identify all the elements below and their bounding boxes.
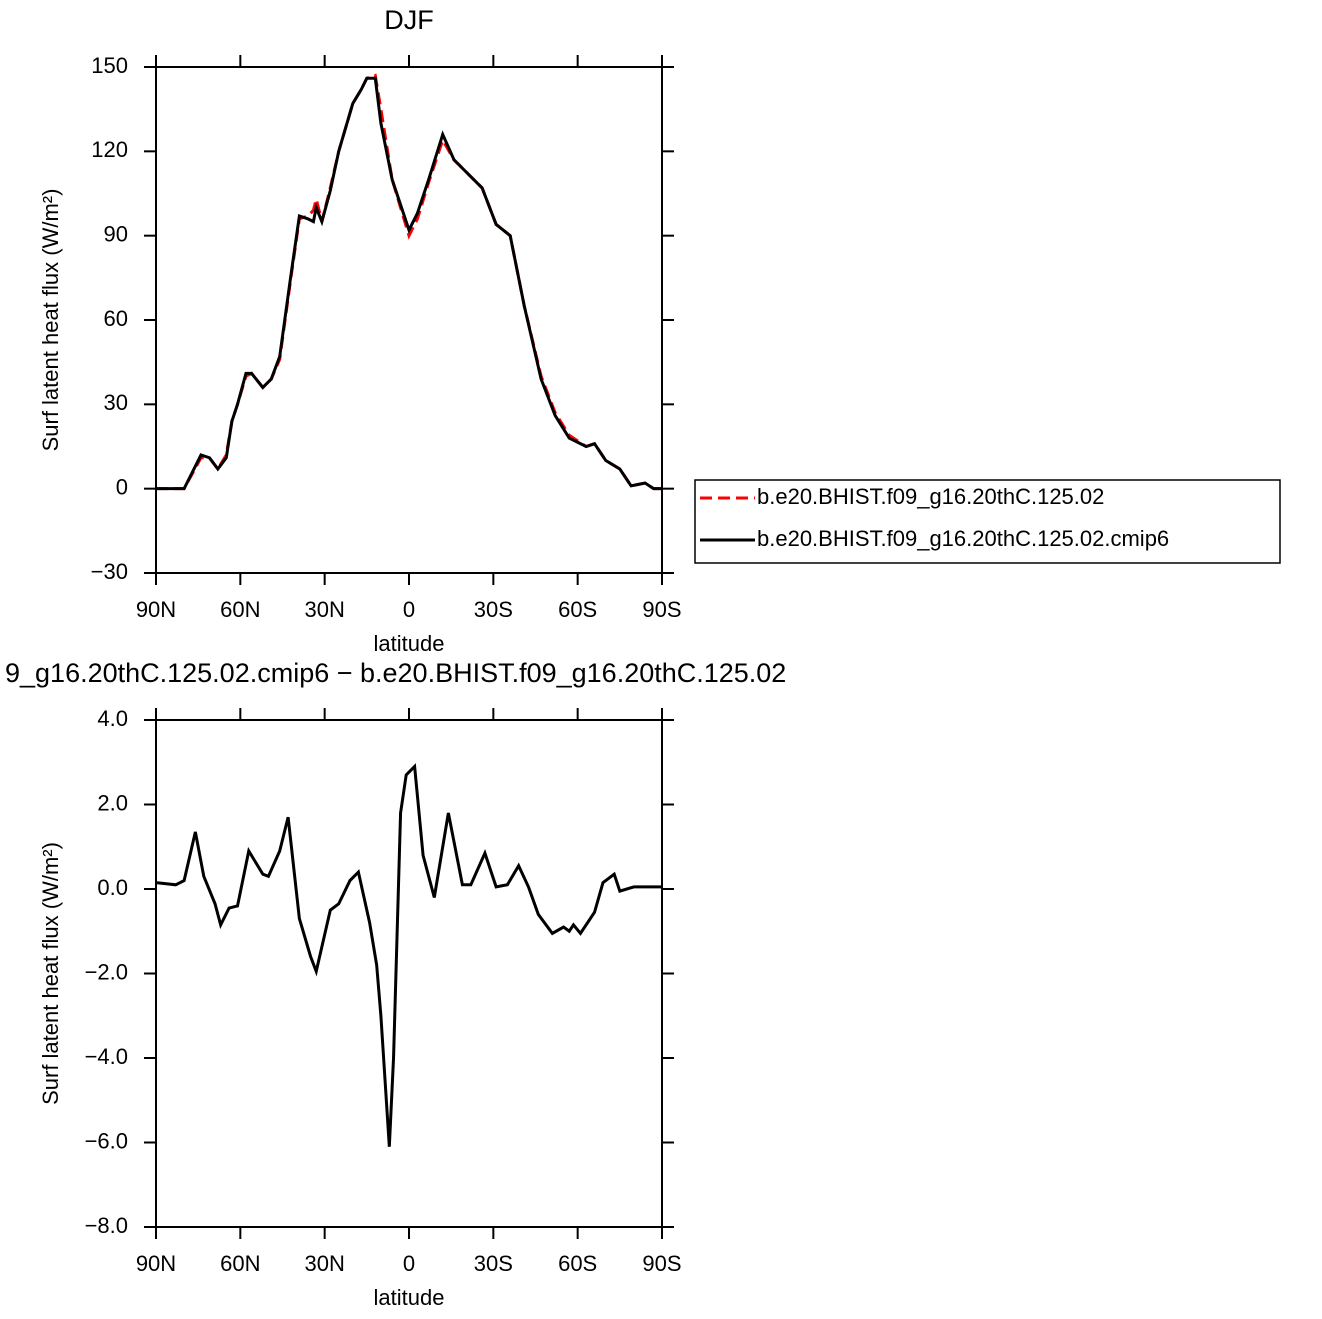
y-tick-label: 2.0 [97, 790, 128, 815]
x-tick-label: 30N [304, 1251, 344, 1276]
data-line [155, 763, 662, 1147]
x-tick-label: 60N [220, 1251, 260, 1276]
x-tick-label: 0 [403, 1251, 415, 1276]
y-tick-label: −8.0 [85, 1213, 128, 1238]
x-axis-label: latitude [374, 631, 445, 656]
y-tick-label: 0.0 [97, 875, 128, 900]
y-tick-label: −2.0 [85, 959, 128, 984]
x-tick-label: 90S [642, 597, 681, 622]
y-tick-label: 0 [116, 474, 128, 499]
x-tick-label: 30S [474, 597, 513, 622]
x-tick-label: 60S [558, 597, 597, 622]
chart-title: DJF [384, 5, 434, 35]
legend-label: b.e20.BHIST.f09_g16.20thC.125.02 [757, 484, 1104, 509]
x-tick-label: 0 [403, 597, 415, 622]
y-tick-label: 150 [91, 53, 128, 78]
y-tick-label: 30 [104, 390, 128, 415]
data-line [156, 76, 662, 491]
y-tick-label: 90 [104, 221, 128, 246]
legend-label: b.e20.BHIST.f09_g16.20thC.125.02.cmip6 [757, 526, 1169, 551]
x-tick-label: 90N [136, 597, 176, 622]
plot-frame [155, 66, 663, 574]
y-tick-label: −30 [91, 559, 128, 584]
legend-box [694, 479, 1281, 564]
x-tick-label: 90N [136, 1251, 176, 1276]
plot-frame [155, 719, 663, 1228]
x-tick-label: 90S [642, 1251, 681, 1276]
y-axis-label: Surf latent heat flux (W/m²) [38, 842, 63, 1105]
y-tick-label: 4.0 [97, 706, 128, 731]
y-tick-label: 120 [91, 137, 128, 162]
y-axis-label: Surf latent heat flux (W/m²) [38, 189, 63, 452]
x-tick-label: 60N [220, 597, 260, 622]
y-tick-label: −4.0 [85, 1044, 128, 1069]
x-axis-label: latitude [374, 1285, 445, 1310]
y-tick-label: 60 [104, 306, 128, 331]
x-tick-label: 60S [558, 1251, 597, 1276]
y-tick-label: −6.0 [85, 1128, 128, 1153]
chart-title: 9_g16.20thC.125.02.cmip6 − b.e20.BHIST.f… [5, 658, 786, 688]
x-tick-label: 30S [474, 1251, 513, 1276]
x-tick-label: 30N [304, 597, 344, 622]
